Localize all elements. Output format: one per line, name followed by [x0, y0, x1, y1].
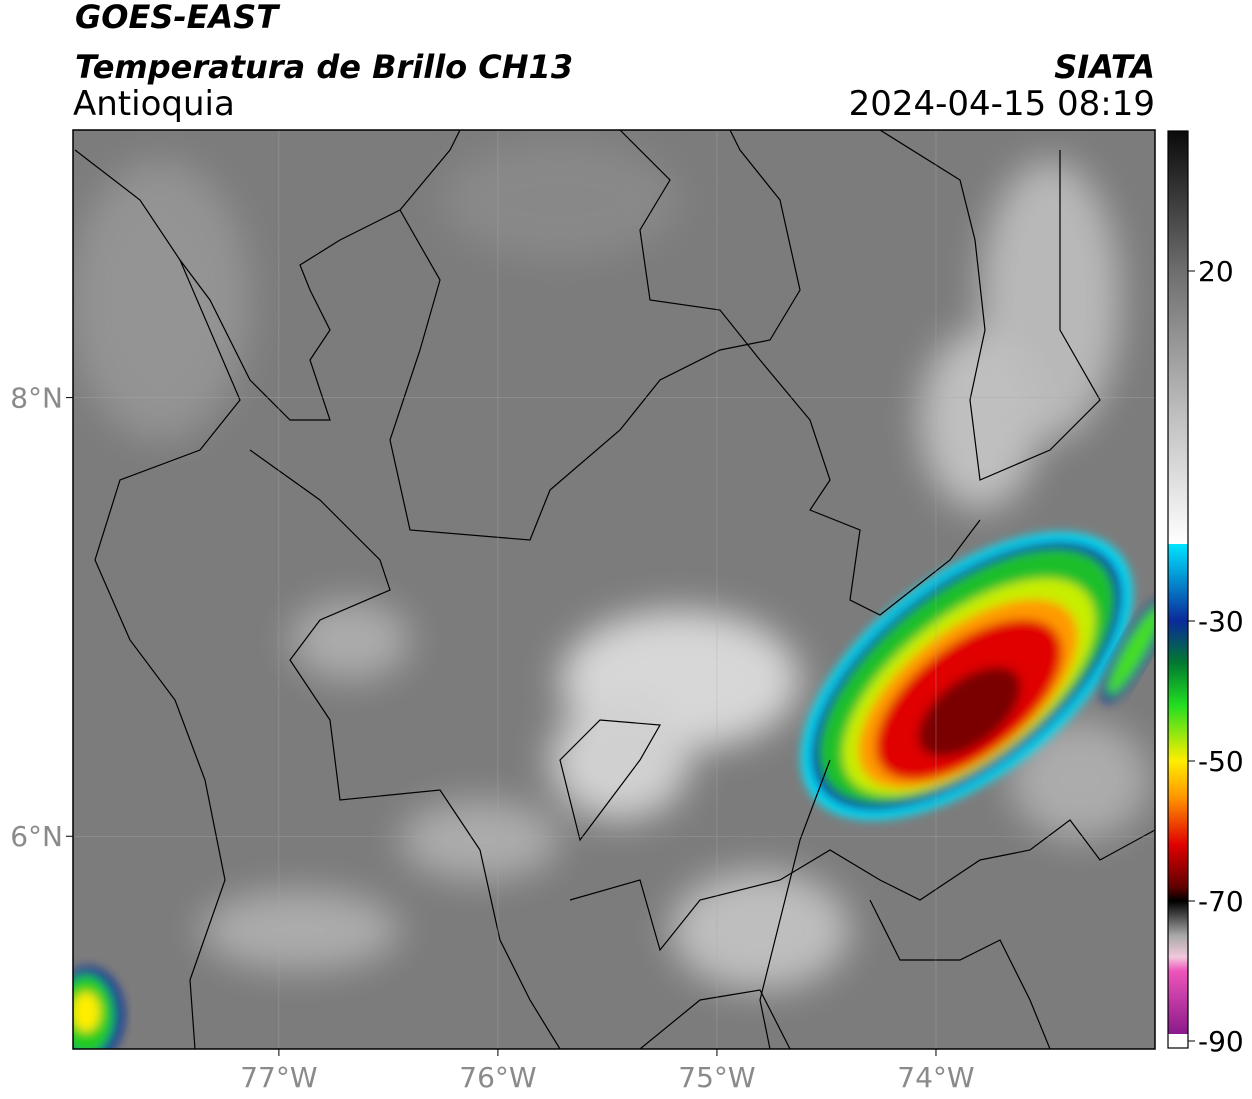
colorbar-segment — [1168, 971, 1188, 1034]
colorbar-segment — [1168, 1034, 1188, 1048]
colorbar-segment — [1168, 271, 1188, 411]
colorbar-tick-label: -90 — [1198, 1025, 1244, 1058]
title: GOES-EAST — [75, 0, 280, 36]
colorbar-segment — [1168, 796, 1188, 845]
colorbar-segment — [1168, 957, 1188, 971]
satellite-image — [73, 130, 1155, 1049]
colorbar-segment — [1168, 544, 1188, 621]
graticule: 77°W 76°W 75°W 74°W 6°N 8°N — [10, 130, 1155, 1094]
colorbar-segment — [1168, 845, 1188, 887]
colorbar-tick-label: -70 — [1198, 885, 1244, 918]
colorbar-segment — [1168, 761, 1188, 796]
x-tick-label: 76°W — [459, 1061, 536, 1094]
region: Antioquia — [73, 84, 235, 124]
colorbar-segment — [1168, 621, 1188, 663]
colorbar: 20 -30 -50 -70 -90 — [1168, 131, 1244, 1058]
y-tick-label: 6°N — [10, 820, 63, 853]
x-tick-label: 74°W — [897, 1061, 974, 1094]
colorbar-tick-label: -50 — [1198, 745, 1244, 778]
x-tick-label: 77°W — [240, 1061, 317, 1094]
y-tick-label: 8°N — [10, 382, 63, 415]
colorbar-segment — [1168, 131, 1188, 271]
colorbar-segment — [1168, 663, 1188, 705]
source: SIATA — [1054, 48, 1155, 86]
colorbar-tick-label: -30 — [1198, 605, 1244, 638]
colorbar-frame — [1167, 130, 1189, 1049]
colorbar-segment — [1168, 705, 1188, 761]
subtitle: Temperatura de Brillo CH13 — [75, 48, 573, 86]
colorbar-segment — [1168, 887, 1188, 901]
colorbar-segment — [1168, 901, 1188, 936]
colorbar-segment — [1168, 411, 1188, 544]
datetime: 2024-04-15 08:19 — [849, 84, 1155, 124]
colorbar-tick-label: 20 — [1198, 255, 1234, 288]
colorbar-segment — [1168, 936, 1188, 957]
map-frame — [72, 129, 1156, 1050]
x-tick-label: 75°W — [678, 1061, 755, 1094]
